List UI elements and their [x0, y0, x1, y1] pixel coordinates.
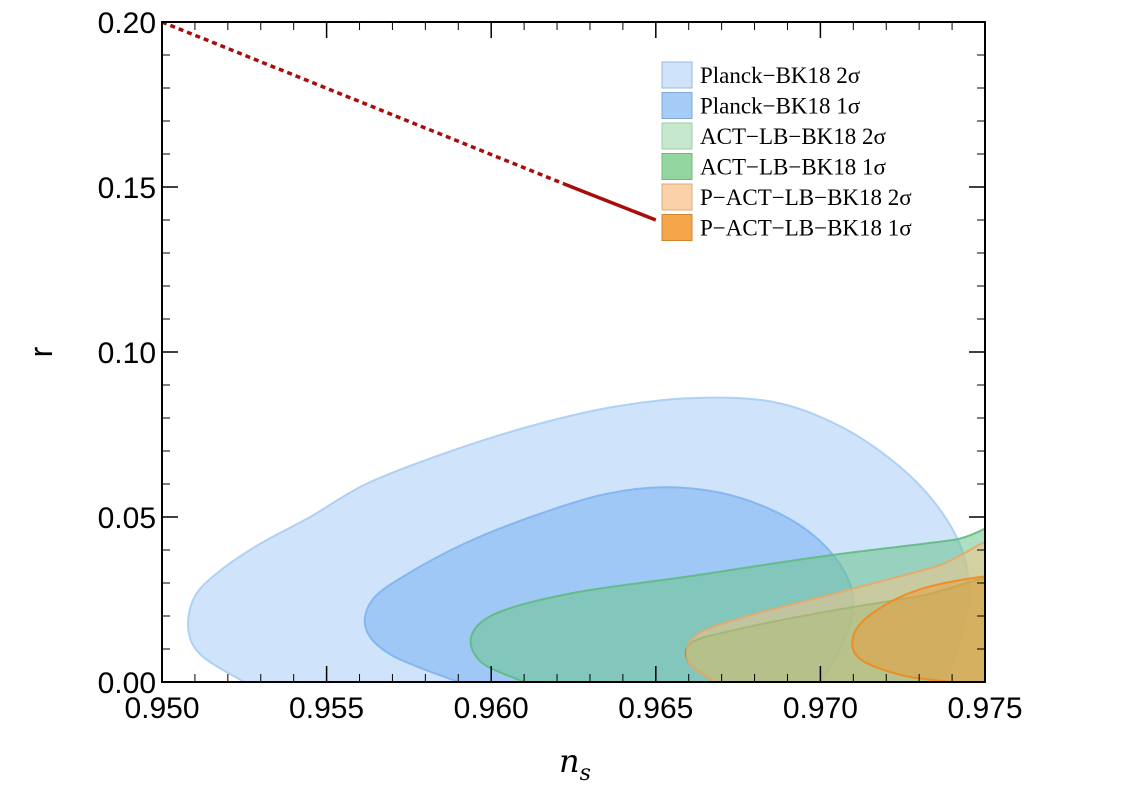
x-tick-label: 0.950: [124, 692, 199, 725]
x-tick-label: 0.965: [618, 692, 693, 725]
y-tick-label: 0.20: [98, 7, 156, 40]
x-tick-label: 0.960: [454, 692, 529, 725]
legend-label: ACT−LB−BK18 1σ: [700, 155, 887, 180]
legend-swatch: [661, 92, 693, 119]
x-tick-label: 0.975: [947, 692, 1022, 725]
y-tick-label: 0.05: [98, 502, 156, 535]
legend-swatch: [661, 122, 693, 150]
legend-label: ACT−LB−BK18 2σ: [700, 124, 887, 149]
x-tick-label: 0.955: [289, 692, 364, 725]
prediction-line-dotted: [162, 22, 565, 186]
axis-ticks: [161, 21, 986, 683]
legend-swatch: [661, 153, 693, 180]
y-axis-title: r: [23, 346, 59, 357]
x-axis-title: ns: [559, 742, 591, 786]
legend-swatch: [661, 61, 693, 89]
prediction-line-solid: [562, 182, 657, 222]
region-4: [685, 540, 985, 682]
legend-swatch: [661, 214, 693, 241]
confidence-regions: [187, 396, 985, 682]
prediction-lines: [162, 22, 657, 222]
legend: Planck−BK18 2σ Planck−BK18 1σ ACT−LB−BK18 …: [661, 61, 912, 241]
y-tick-label: 0.00: [98, 667, 156, 700]
tick-labels: 0.950 0.955 0.960 0.965 0.970 0.975 0.00 0.05 0.…: [98, 7, 1023, 725]
y-tick-label: 0.10: [98, 337, 156, 370]
legend-label: Planck−BK18 2σ: [700, 63, 861, 88]
region-5: [851, 575, 985, 682]
legend-label: Planck−BK18 1σ: [700, 94, 861, 119]
legend-swatch: [661, 183, 693, 211]
legend-label: P−ACT−LB−BK18 2σ: [700, 185, 912, 210]
x-tick-label: 0.970: [783, 692, 858, 725]
legend-label: P−ACT−LB−BK18 1σ: [700, 216, 912, 241]
y-tick-label: 0.15: [98, 172, 156, 205]
